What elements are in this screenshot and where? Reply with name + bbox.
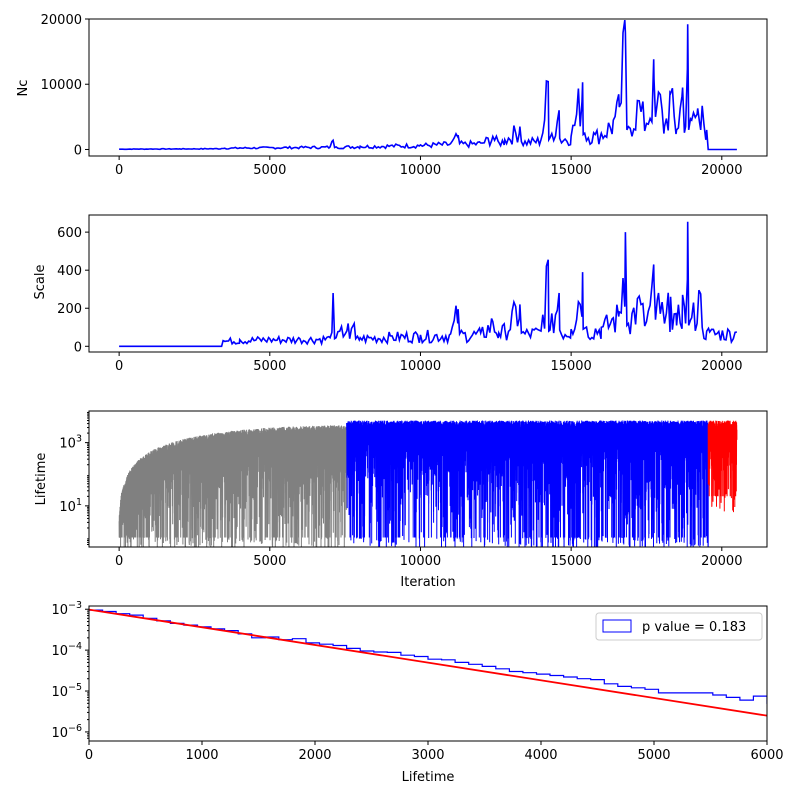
tick-label-x: 10000 (400, 554, 441, 569)
tick-label-y: 400 (57, 264, 82, 279)
tick-label-x: 3000 (411, 748, 444, 763)
panel-scale: Scale (33, 265, 48, 300)
tick-label-y: 103 (59, 434, 82, 452)
xlabel-lifetime: Lifetime (402, 770, 455, 785)
plot-frame (88, 214, 768, 353)
axes: 0 1000 2000 3000 4000 5000 6000 10−6 10−5 10−4 10−… (51, 600, 783, 763)
tick-label-x: 15000 (550, 163, 591, 178)
histogram-bins (89, 609, 767, 704)
tick-label-x: 10000 (400, 163, 441, 178)
tick-label-x: 5000 (253, 359, 286, 374)
series-line (346, 420, 709, 547)
legend-swatch (602, 619, 632, 633)
series-line (118, 425, 348, 547)
tick-label-y: 10−5 (51, 682, 82, 700)
axes: 0 5000 10000 15000 20000 0 10000 20000 (41, 13, 768, 178)
legend-label: p value = 0.183 (642, 620, 746, 635)
tick-label-x: 0 (115, 163, 123, 178)
legend: p value = 0.183 (595, 612, 763, 641)
plot-frame (88, 18, 768, 157)
tick-label-x: 5000 (253, 163, 286, 178)
tick-label-x: 10000 (400, 359, 441, 374)
plot-area (119, 221, 738, 348)
tick-label-x: 5000 (637, 748, 670, 763)
tick-label-x: 4000 (524, 748, 557, 763)
ylabel-lifetime: Lifetime (34, 453, 49, 506)
tick-label-x: 6000 (750, 748, 783, 763)
panel-histogram: Lifetime (402, 770, 455, 785)
tick-label-y: 10000 (41, 78, 82, 93)
axes: 0 5000 10000 15000 20000 101 103 (59, 410, 768, 569)
legend-box (595, 612, 763, 641)
tick-label-x: 5000 (253, 554, 286, 569)
tick-label-x: 0 (115, 359, 123, 374)
tick-label-x: 20000 (701, 359, 742, 374)
tick-label-x: 0 (115, 554, 123, 569)
tick-label-x: 2000 (298, 748, 331, 763)
series-line (707, 420, 738, 513)
panel-lifetime: Lifetime Iteration (34, 453, 456, 590)
tick-label-x: 20000 (701, 163, 742, 178)
plot-area (118, 420, 738, 547)
fit-line (89, 608, 767, 717)
plot-area (119, 19, 737, 151)
tick-label-y: 10−3 (51, 600, 82, 618)
ylabel-nc: Nc (16, 80, 31, 97)
tick-label-x: 15000 (550, 359, 591, 374)
tick-label-x: 1000 (185, 748, 218, 763)
series-line (119, 221, 738, 348)
tick-label-y: 10−4 (51, 641, 82, 659)
tick-label-y: 600 (57, 226, 82, 241)
tick-label-x: 0 (85, 748, 93, 763)
tick-label-y: 10−6 (51, 723, 82, 741)
series-line (119, 19, 737, 151)
tick-label-y: 101 (59, 497, 82, 515)
plot-area (89, 608, 767, 717)
xlabel-iteration: Iteration (400, 575, 455, 590)
tick-label-y: 200 (57, 302, 82, 317)
tick-label-x: 20000 (701, 554, 742, 569)
tick-label-y: 0 (74, 143, 82, 158)
tick-label-y: 20000 (41, 13, 82, 28)
plot-frame (88, 605, 768, 742)
tick-label-y: 0 (74, 340, 82, 355)
ylabel-scale: Scale (33, 265, 48, 300)
tick-label-x: 15000 (550, 554, 591, 569)
panel-nc: Nc (16, 80, 31, 97)
plot-frame (88, 410, 768, 548)
axes: 0 5000 10000 15000 20000 0 200 400 600 (57, 214, 768, 374)
